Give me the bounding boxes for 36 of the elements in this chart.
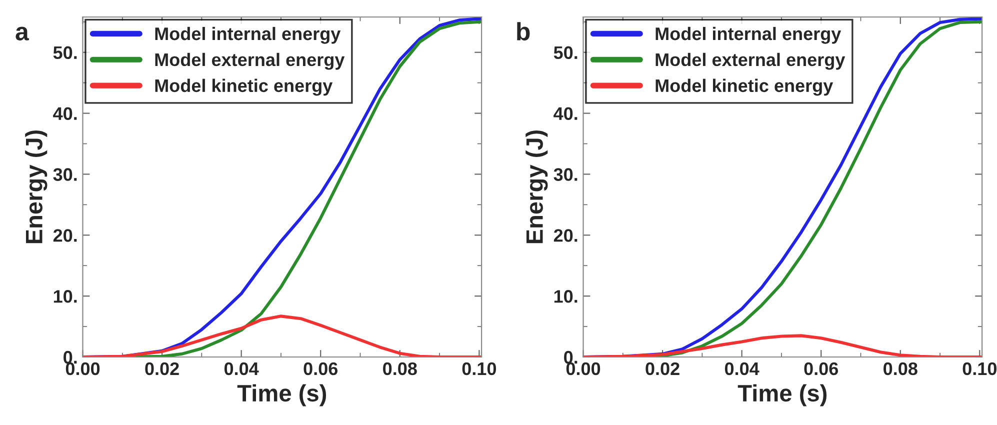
x-axis-title: Time (s) bbox=[237, 384, 326, 406]
y-tick-label: 10. bbox=[554, 290, 578, 303]
legend-label: Model external energy bbox=[155, 52, 345, 70]
y-tick-label: 0. bbox=[564, 350, 578, 364]
y-tick-label: 50. bbox=[53, 46, 77, 60]
x-tick-label: 0.08 bbox=[884, 362, 918, 376]
x-tick-label: 0.04 bbox=[724, 362, 760, 376]
x-tick-label: 0.06 bbox=[804, 362, 838, 376]
y-tick-label: 10. bbox=[54, 290, 77, 303]
x-tick-label: 0.00 bbox=[66, 362, 100, 376]
y-tick-label: 50. bbox=[554, 46, 578, 60]
y-axis-title: Energy (J) bbox=[25, 130, 48, 244]
legend-label: Model kinetic energy bbox=[656, 78, 834, 96]
y-tick-label: 30. bbox=[53, 168, 77, 181]
y-tick-label: 30. bbox=[554, 168, 578, 181]
x-tick-label: 0.02 bbox=[145, 362, 179, 376]
x-axis-title: Time (s) bbox=[738, 384, 827, 406]
y-tick-label: 20. bbox=[53, 229, 77, 242]
legend-label: Model internal energy bbox=[155, 26, 341, 44]
chart-title: b bbox=[517, 22, 530, 40]
y-axis-title: Energy (J) bbox=[526, 130, 548, 244]
y-tick-label: 40. bbox=[53, 107, 77, 120]
x-tick-label: 0.10 bbox=[962, 362, 996, 376]
chart-title: a bbox=[16, 26, 30, 40]
x-tick-label: 0.06 bbox=[304, 362, 338, 376]
legend-label: Model external energy bbox=[656, 52, 846, 70]
x-tick-label: 0.10 bbox=[462, 362, 496, 376]
y-tick-label: 40. bbox=[554, 107, 578, 120]
legend-label: Model kinetic energy bbox=[155, 78, 333, 96]
x-tick-label: 0.04 bbox=[224, 362, 259, 376]
x-tick-label: 0.00 bbox=[566, 362, 600, 376]
x-tick-label: 0.08 bbox=[383, 362, 417, 376]
y-tick-label: 20. bbox=[554, 229, 578, 242]
legend-label: Model internal energy bbox=[656, 26, 842, 44]
y-tick-label: 0. bbox=[64, 350, 77, 364]
x-tick-label: 0.02 bbox=[646, 362, 680, 376]
